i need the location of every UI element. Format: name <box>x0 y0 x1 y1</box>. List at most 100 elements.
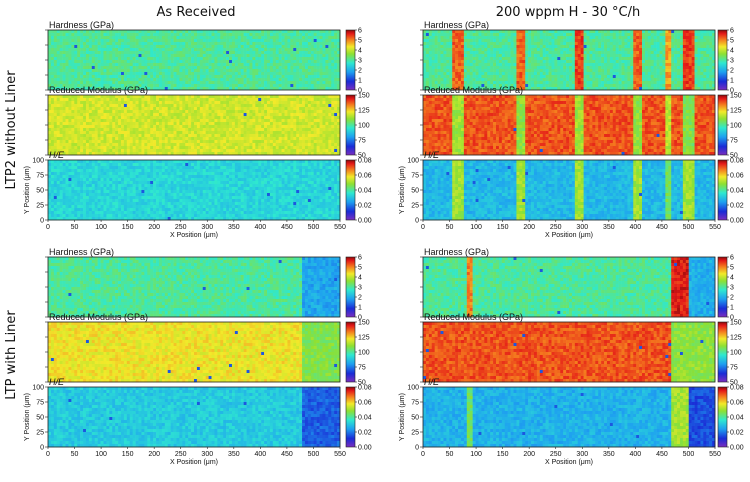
heatmap-cell <box>337 63 341 67</box>
heatmap-cell <box>161 42 166 46</box>
heatmap-cell <box>249 172 253 176</box>
heatmap-cell <box>53 63 58 67</box>
heatmap-cell <box>80 39 84 43</box>
colorbar-tick-label: 75 <box>358 138 366 145</box>
heatmap-cell <box>170 166 174 170</box>
heatmap-cell <box>176 184 180 188</box>
heatmap-cell <box>287 113 291 117</box>
heatmap-cell <box>199 60 204 64</box>
heatmap-cell <box>202 175 206 179</box>
heatmap-cell <box>211 166 215 170</box>
heatmap-cell <box>278 113 282 117</box>
heatmap-cell <box>164 152 169 156</box>
heatmap-cell <box>164 169 169 173</box>
heatmap-cell <box>65 107 69 111</box>
heatmap-cell <box>229 54 233 58</box>
heatmap-cell <box>214 51 218 55</box>
heatmap-cell <box>153 95 157 99</box>
heatmap-cell <box>106 66 110 70</box>
heatmap-cell <box>281 166 285 170</box>
heatmap-cell <box>80 143 84 147</box>
heatmap-cell <box>129 172 133 176</box>
heatmap-cell <box>258 51 262 55</box>
heatmap-cell <box>138 143 142 147</box>
heatmap-cell <box>48 72 52 76</box>
heatmap-cell <box>325 181 329 185</box>
heatmap-cell <box>261 184 265 188</box>
heatmap-cell <box>65 87 69 91</box>
heatmap-cell <box>316 87 320 91</box>
heatmap-cell <box>234 30 239 34</box>
heatmap-cell <box>319 169 323 173</box>
heatmap-cell <box>205 137 209 141</box>
heatmap-cell <box>299 175 303 179</box>
heatmap-cell <box>296 172 300 176</box>
heatmap-cell <box>135 122 139 126</box>
heatmap-cell <box>173 160 177 164</box>
heatmap-cell <box>220 178 224 182</box>
heatmap-cell <box>59 137 63 141</box>
heatmap-cell <box>103 33 107 37</box>
heatmap-cell <box>261 69 265 73</box>
heatmap-cell <box>258 60 262 64</box>
heatmap-cell <box>290 66 294 70</box>
heatmap-cell <box>109 169 113 173</box>
heatmap-cell <box>307 125 312 129</box>
heatmap-cell <box>179 175 183 179</box>
heatmap-cell <box>229 125 233 129</box>
heatmap-cell <box>205 178 209 182</box>
heatmap-cell <box>310 87 315 91</box>
heatmap-cell <box>150 63 154 67</box>
heatmap-cell <box>71 149 75 153</box>
heatmap-cell <box>214 45 218 49</box>
heatmap-cell <box>156 51 160 55</box>
heatmap-cell <box>118 30 122 34</box>
heatmap-cell <box>307 42 312 46</box>
heatmap-cell <box>100 187 104 191</box>
heatmap-cell <box>226 149 230 153</box>
heatmap-cell <box>156 172 160 176</box>
heatmap-cell <box>83 42 87 46</box>
heatmap-cell <box>278 107 282 111</box>
heatmap-cell <box>118 184 122 188</box>
heatmap-cell <box>100 84 104 88</box>
heatmap-cell <box>319 95 323 99</box>
heatmap-cell <box>299 113 303 117</box>
heatmap-cell <box>170 134 174 138</box>
heatmap-cell <box>173 45 177 49</box>
heatmap-cell <box>112 163 116 167</box>
heatmap-cell <box>77 131 81 135</box>
heatmap-cell <box>249 45 253 49</box>
heatmap-cell <box>208 160 212 164</box>
heatmap-cell <box>278 84 282 88</box>
heatmap-cell <box>322 72 326 76</box>
heatmap-cell <box>293 110 297 114</box>
panel-title: Reduced Modulus (GPa) <box>49 85 148 95</box>
heatmap-cell <box>310 78 315 82</box>
heatmap-cell <box>118 125 122 129</box>
heatmap-cell <box>176 131 180 135</box>
heatmap-cell <box>53 160 58 164</box>
heatmap-cell <box>208 63 212 67</box>
heatmap-cell <box>199 128 204 132</box>
heatmap-cell <box>94 113 98 117</box>
heatmap-cell <box>240 66 244 70</box>
heatmap-cell <box>106 140 110 144</box>
heatmap-cell <box>173 48 177 52</box>
heatmap-cell <box>334 84 338 88</box>
heatmap-cell <box>316 30 320 34</box>
heatmap-cell <box>310 143 315 147</box>
heatmap-cell <box>272 113 277 117</box>
heatmap-cell <box>126 175 131 179</box>
heatmap-cell <box>161 169 166 173</box>
heatmap-cell <box>88 184 93 188</box>
heatmap-cell <box>85 125 90 129</box>
heatmap-cell <box>296 57 300 61</box>
heatmap-cell <box>185 78 189 82</box>
heatmap-cell <box>132 166 136 170</box>
heatmap-cell <box>83 110 87 114</box>
heatmap-cell <box>56 149 60 153</box>
heatmap-cell <box>71 172 75 176</box>
heatmap-cell <box>132 107 136 111</box>
heatmap-cell <box>83 119 87 123</box>
